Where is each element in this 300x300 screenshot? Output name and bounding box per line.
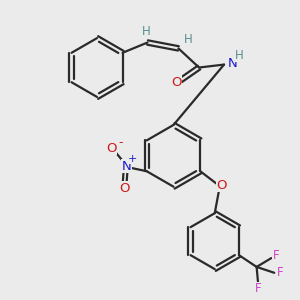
Text: N: N <box>228 57 237 70</box>
Text: F: F <box>272 249 279 262</box>
Text: O: O <box>119 182 129 194</box>
Text: O: O <box>217 178 227 192</box>
Text: N: N <box>121 160 131 173</box>
Text: O: O <box>106 142 117 154</box>
Text: H: H <box>142 25 150 38</box>
Text: F: F <box>277 266 284 279</box>
Text: H: H <box>184 33 192 46</box>
Text: -: - <box>118 136 122 148</box>
Text: F: F <box>255 283 262 296</box>
Text: O: O <box>171 76 181 89</box>
Text: H: H <box>235 49 244 62</box>
Text: +: + <box>128 154 137 164</box>
